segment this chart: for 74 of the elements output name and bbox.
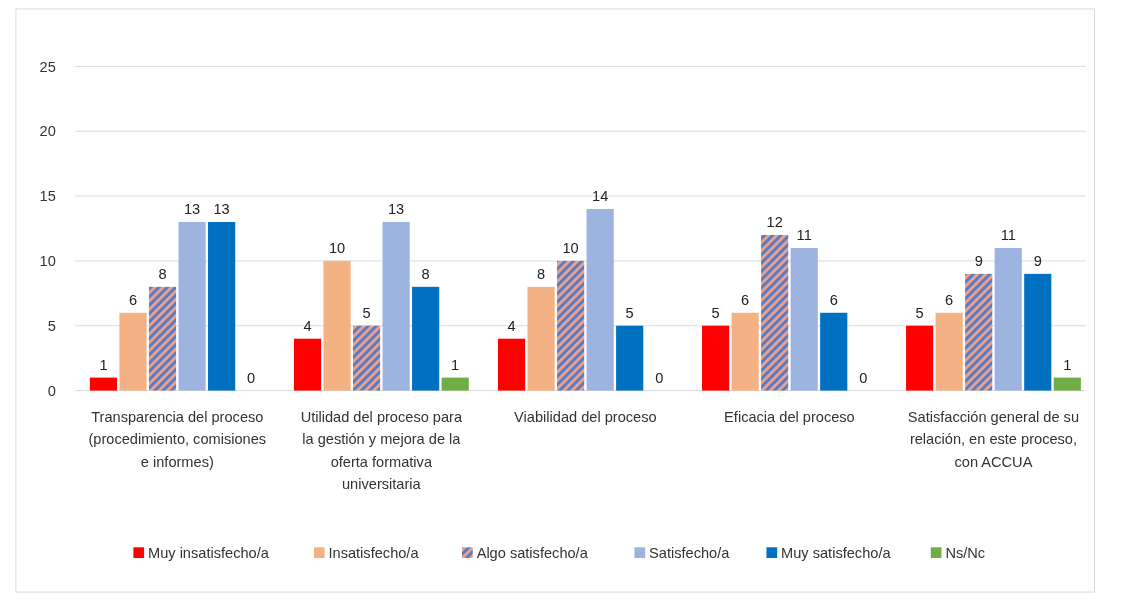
data-label: 1 [99,356,108,373]
bar [382,222,410,391]
data-label: 9 [1033,253,1042,270]
data-label: 8 [158,266,167,283]
data-label: 4 [303,317,312,334]
data-label: 8 [537,266,546,283]
y-tick-label: 5 [47,317,56,334]
data-label: 9 [974,253,983,270]
bar [441,377,469,391]
data-label: 5 [625,304,634,321]
x-tick-label: Transparencia del proceso (procedimiento, comisiones e informes) [88,408,267,470]
legend-label: Muy insatisfecho/a [148,545,270,562]
x-tick-label: Satisfacción general de su relación, en este proceso, con ACCUA [907,408,1080,470]
bar [616,325,644,391]
bar [586,209,614,391]
legend-label: Ns/Nc [945,545,986,562]
data-label: 5 [915,304,924,321]
bar [323,260,351,391]
legend-label: Muy satisfecho/a [781,545,892,562]
bar [994,247,1022,391]
bar [790,247,818,391]
bar [820,312,848,391]
data-label: 10 [562,240,579,257]
legend-label: Satisfecho/a [649,545,731,562]
data-label: 10 [328,240,346,257]
legend-label: Insatisfecho/a [328,545,420,562]
bar [148,286,177,391]
y-tick-label: 20 [39,123,56,140]
data-label: 6 [829,291,838,308]
data-label: 4 [507,317,516,334]
data-label: 5 [362,304,371,321]
bar [906,325,934,391]
x-tick-label: Eficacia del proceso [724,408,855,425]
data-label: 6 [741,291,750,308]
bar [178,222,206,391]
bar [412,286,440,391]
y-tick-label: 15 [39,188,56,205]
bar [353,325,381,391]
bar [1024,273,1052,391]
bar [497,338,526,391]
data-label: 11 [796,227,812,244]
x-tick-label: Viabilidad del proceso [514,408,657,425]
legend-label: Algo satisfecho/a [476,545,589,562]
data-label: 13 [388,201,405,218]
data-label: 6 [128,291,138,308]
data-label: 0 [247,369,256,386]
data-label: 0 [655,369,664,386]
bar [935,312,963,391]
bar [702,325,730,391]
data-label: 12 [766,214,783,231]
y-tick-label: 0 [47,382,56,399]
y-tick-label: 10 [39,253,56,270]
data-label: 8 [421,266,430,283]
bar [293,338,322,391]
y-tick-label: 25 [39,58,56,75]
bar [208,222,236,391]
bar [1053,377,1081,391]
bar [761,234,789,391]
bar [557,260,585,391]
x-tick-label: Utilidad del proceso para la gestión y mejora de la oferta formativa universitaria [300,408,463,492]
bar [119,312,147,391]
data-label: 13 [213,201,230,218]
data-label: 14 [592,188,609,205]
data-label: 5 [711,304,720,321]
bar [965,273,993,391]
bar [731,312,759,391]
data-label: 6 [945,291,954,308]
bar [89,377,118,391]
data-label: 1 [451,356,460,373]
data-label: 13 [183,201,201,218]
data-label: 11 [1000,227,1016,244]
data-label: 0 [859,369,868,386]
data-label: 1 [1063,356,1072,373]
bar [527,286,555,391]
